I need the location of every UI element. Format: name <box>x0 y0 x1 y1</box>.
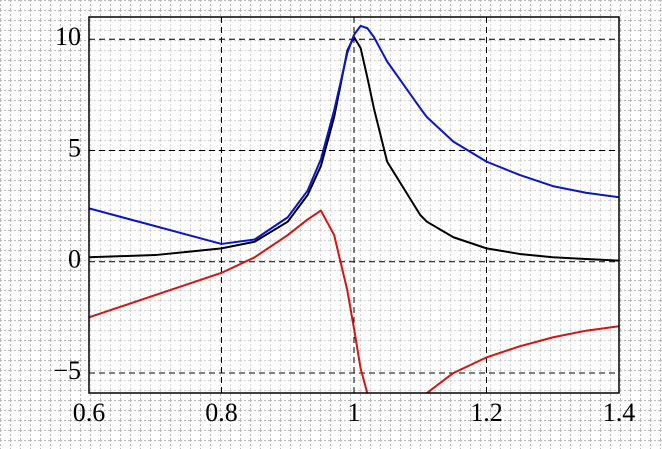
plot-area <box>89 17 619 393</box>
x-tick-label: 0.8 <box>205 398 238 427</box>
x-tick-label: 1 <box>348 398 361 427</box>
series-lines <box>89 24 619 393</box>
y-tick-label: 0 <box>68 245 81 274</box>
x-tick-label: 1.4 <box>603 398 636 427</box>
x-tick-label: 1.2 <box>470 398 503 427</box>
series-line <box>89 209 619 393</box>
y-tick-label: 10 <box>55 22 81 51</box>
y-tick-label: −5 <box>53 356 81 385</box>
x-tick-label: 0.6 <box>73 398 106 427</box>
series-line <box>89 24 619 245</box>
y-tick-label: 5 <box>68 133 81 162</box>
plot-frame <box>88 16 620 394</box>
series-line <box>89 36 619 262</box>
